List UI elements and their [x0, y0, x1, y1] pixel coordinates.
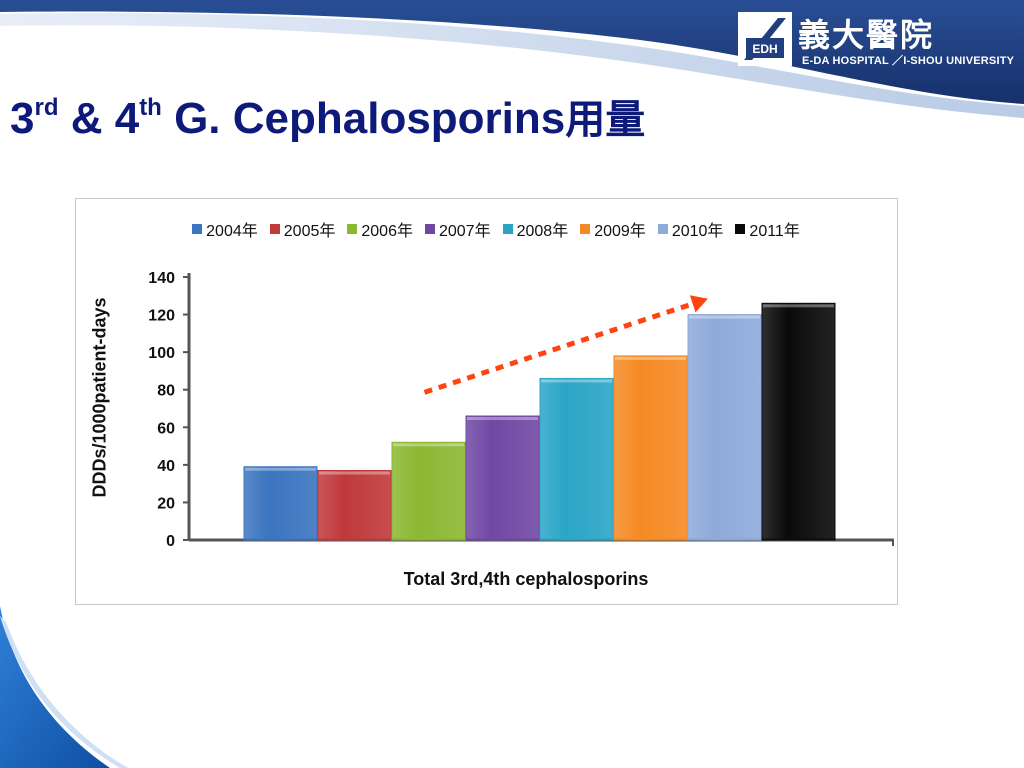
legend-item: 2009年 [580, 217, 646, 241]
y-tick-label: 100 [148, 345, 175, 362]
legend-item: 2010年 [657, 217, 724, 241]
bar-highlight [689, 315, 760, 319]
legend-label: 2011年 [749, 223, 800, 240]
legend-swatch [192, 224, 203, 234]
y-tick-label: 140 [148, 270, 175, 287]
y-tick-label: 80 [157, 383, 175, 400]
bar-2009年 [613, 355, 688, 541]
legend-swatch [580, 224, 591, 234]
legend-swatch [657, 224, 668, 234]
bar-highlight [763, 304, 834, 308]
edh-logo-icon: EDH [738, 12, 792, 66]
legend-item: 2008年 [502, 217, 569, 241]
y-tick-label: 40 [157, 458, 175, 475]
hospital-english-name: E-DA HOSPITAL ／I-SHOU UNIVERSITY [802, 55, 1015, 67]
legend-item: 2004年 [192, 217, 258, 241]
legend-swatch [269, 224, 280, 234]
bar-highlight [319, 471, 390, 475]
title-sup-2: th [139, 94, 162, 121]
logo-mark-text: EDH [752, 42, 777, 56]
bar-2011年 [761, 302, 836, 541]
trend-arrow-head [689, 295, 708, 313]
bar-2008年 [539, 377, 614, 541]
x-axis-label: Total 3rd,4th cephalosporins [403, 569, 649, 589]
bar-2010年 [687, 314, 762, 541]
hospital-chinese-name: 義大醫院 [798, 16, 935, 54]
y-tick-label: 0 [166, 533, 175, 550]
bottom-left-swoosh [0, 606, 110, 768]
legend-label: 2006年 [361, 223, 413, 240]
bar-highlight [467, 417, 538, 421]
legend-label: 2004年 [206, 223, 258, 240]
y-axis-label: DDDs/1000patient-days [89, 297, 110, 498]
title-part-1: 3 [10, 94, 35, 143]
title-part-2: & 4 [58, 94, 140, 143]
y-tick-label: 20 [157, 495, 175, 512]
hospital-logo: EDH 義大醫院 E-DA HOSPITAL ／I-SHOU UNIVERSIT… [734, 8, 1020, 70]
trend-arrow-line [423, 300, 698, 395]
header-swoosh [0, 13, 1024, 118]
legend-item: 2005年 [269, 217, 336, 241]
bar-2005年 [317, 469, 392, 541]
y-tick-label: 60 [157, 420, 175, 437]
legend-label: 2010年 [671, 223, 724, 240]
bar-highlight [393, 443, 464, 447]
legend-label: 2007年 [438, 223, 491, 240]
legend-item: 2006年 [347, 217, 413, 241]
legend-item: 2007年 [424, 217, 491, 241]
bar-2004年 [243, 466, 318, 541]
legend-item: 2011年 [735, 217, 800, 241]
bar-highlight [541, 379, 612, 383]
chart-legend: 2004年 2005年 2006年 2007年 2008年 2009年 2010年 2011年 [126, 217, 866, 241]
legend-label: 2009年 [594, 223, 646, 240]
bar-chart: 0 20 40 60 80 100 120 140 [148, 270, 894, 550]
legend-swatch [424, 224, 435, 234]
legend-label: 2008年 [516, 223, 569, 240]
chart-container: 0 20 40 60 80 100 120 140 2004年 2005年 2006年 2007年 2… [75, 198, 898, 605]
legend-label: 2005年 [283, 223, 336, 240]
bar-2006年 [391, 441, 466, 541]
title-part-3: G. Cephalosporins [161, 94, 566, 143]
title-sup-1: rd [34, 94, 59, 121]
bar-highlight [245, 467, 316, 471]
y-tick-label: 120 [148, 308, 175, 325]
legend-swatch [347, 224, 358, 234]
legend-swatch [502, 224, 513, 234]
bar-2007年 [465, 415, 540, 541]
legend-swatch [735, 224, 746, 234]
bar-highlight [615, 356, 686, 360]
slide-title: 3rd & 4th G. Cephalosporins用量 [10, 92, 645, 147]
title-chinese: 用量 [565, 96, 646, 143]
